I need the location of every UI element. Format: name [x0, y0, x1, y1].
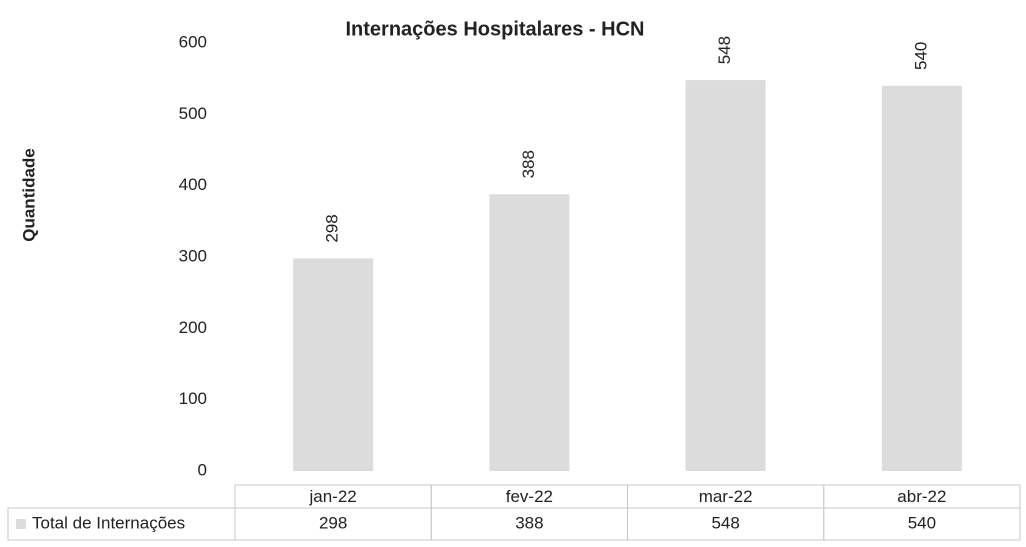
data-label: 298	[323, 214, 342, 242]
table-cell	[7, 507, 236, 541]
data-label: 548	[715, 36, 734, 64]
y-tick-label: 0	[198, 460, 207, 479]
table-value: 540	[908, 513, 936, 532]
bar	[489, 194, 570, 471]
data-label: 388	[519, 150, 538, 178]
table-value: 388	[515, 513, 543, 532]
chart-title: Internações Hospitalares - HCN	[346, 18, 645, 40]
table-cell	[823, 507, 1021, 541]
legend-swatch	[16, 519, 26, 529]
table-value: 298	[319, 513, 347, 532]
y-tick-label: 600	[179, 32, 207, 51]
y-tick-label: 100	[179, 389, 207, 408]
y-axis-title: Quantidade	[19, 148, 38, 242]
y-tick-label: 300	[179, 246, 207, 265]
x-tick-label: mar-22	[699, 487, 753, 506]
bar	[881, 85, 962, 472]
y-tick-label: 400	[179, 175, 207, 194]
y-tick-label: 500	[179, 104, 207, 123]
bar	[685, 80, 766, 472]
x-tick-label: abr-22	[897, 487, 946, 506]
data-label: 540	[911, 42, 930, 70]
y-tick-label: 200	[179, 318, 207, 337]
bar	[293, 258, 374, 471]
x-tick-label: fev-22	[506, 487, 553, 506]
x-tick-label: jan-22	[308, 487, 356, 506]
legend-label: Total de Internações	[32, 513, 185, 532]
table-value: 548	[711, 513, 739, 532]
